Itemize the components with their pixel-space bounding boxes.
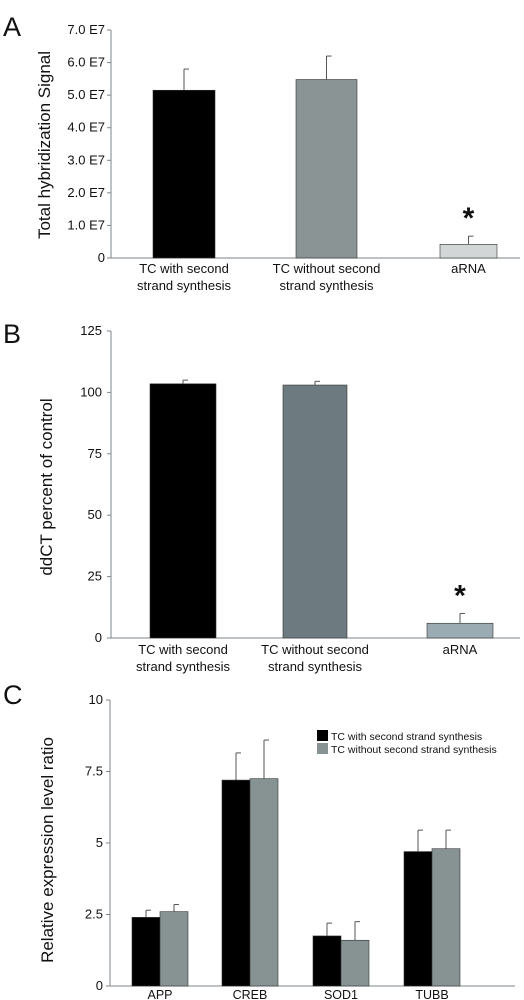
panel-b-bar — [282, 384, 348, 639]
panel-c-bar-series-2 — [340, 939, 370, 987]
panel-b-bar — [426, 622, 494, 639]
panel-a-bar — [152, 89, 216, 259]
panel-b-bar — [149, 383, 217, 639]
panel-c-bar-series-2 — [431, 848, 461, 987]
panel-c-y-tick-label: 10 — [89, 692, 103, 707]
panel-a-ylabel: Total hybridization Signal — [35, 51, 54, 239]
panel-a-y-tick-label: 6.0 E7 — [67, 55, 105, 70]
panel-b-letter: B — [3, 319, 21, 349]
panel-b-x-label: TC with second — [138, 642, 228, 657]
panel-b-x-labels: TC with second strand synthesis TC without… — [136, 642, 478, 674]
panel-c-bar-series-1 — [131, 917, 161, 987]
panel-a: A Total hybridization Signal 0 1.0 E7 2.0 … — [3, 12, 520, 293]
panel-a-x-label: TC without second — [273, 261, 381, 276]
panel-c-y-tick-label: 0 — [96, 978, 103, 993]
panel-a-bars: * — [152, 55, 498, 259]
panel-a-x-label: aRNA — [451, 261, 486, 276]
panel-c-x-label: TUBB — [415, 988, 448, 1000]
panel-c-bar-series-1 — [312, 935, 342, 987]
panel-a-x-label: strand synthesis — [280, 278, 374, 293]
panel-b-y-tick-label: 0 — [95, 630, 102, 645]
panel-a-y-tick-label: 5.0 E7 — [67, 87, 105, 102]
panel-a-y-tick-label: 0 — [98, 250, 105, 265]
panel-c-bar-series-2 — [159, 911, 189, 987]
panel-b-y-tick-label: 25 — [88, 569, 102, 584]
panel-c-bar-series-1 — [221, 779, 251, 987]
panel-c-y-tick-label: 7.5 — [85, 764, 103, 779]
legend-label-series-2: TC without second strand synthesis — [331, 744, 497, 756]
panel-b-significance-star: * — [454, 579, 466, 612]
panel-b-x-label: TC without second — [261, 642, 369, 657]
panel-a-bar — [295, 79, 358, 259]
panel-c: C Relative expression level ratio 0 2.5 5 7… — [3, 680, 515, 1000]
panel-c-x-label: CREB — [233, 988, 268, 1000]
panel-c-legend: TC with second strand synthesis TC witho… — [317, 730, 497, 756]
panel-c-bar-series-1 — [403, 851, 433, 987]
panel-a-y-tick-label: 7.0 E7 — [67, 22, 105, 37]
panel-b-y-tick-label: 75 — [88, 446, 102, 461]
panel-a-x-labels: TC with second strand synthesis TC without… — [137, 261, 486, 293]
panel-a-bar — [439, 244, 498, 259]
panel-c-y-ticks: 0 2.5 5 7.5 10 — [85, 692, 110, 993]
panel-c-ylabel: Relative expression level ratio — [38, 737, 57, 963]
panel-a-y-tick-label: 3.0 E7 — [67, 152, 105, 167]
panel-c-x-label: SOD1 — [324, 988, 358, 1000]
panel-b-y-tick-label: 100 — [80, 384, 102, 399]
panel-a-y-tick-label: 1.0 E7 — [67, 217, 105, 232]
panel-b-x-label: strand synthesis — [268, 659, 362, 674]
panel-a-y-tick-label: 2.0 E7 — [67, 185, 105, 200]
legend-swatch-series-2 — [317, 743, 328, 754]
panel-a-y-ticks: 0 1.0 E7 2.0 E7 3.0 E7 4.0 E7 5.0 E7 6.0 E7 7.0… — [67, 22, 111, 265]
panel-a-x-label: strand synthesis — [137, 278, 231, 293]
panel-c-y-tick-label: 5 — [96, 835, 103, 850]
panel-b: B ddCT percent of control 0255075100125 … — [3, 319, 520, 674]
panel-b-ylabel: ddCT percent of control — [37, 398, 56, 575]
legend-label-series-1: TC with second strand synthesis — [331, 731, 482, 743]
panel-b-y-tick-label: 125 — [80, 323, 102, 338]
panel-a-significance-star: * — [463, 202, 475, 235]
panel-c-x-label: APP — [147, 988, 172, 1000]
panel-b-x-label: strand synthesis — [136, 659, 230, 674]
panel-c-y-tick-label: 2.5 — [85, 907, 103, 922]
panel-b-x-label: aRNA — [443, 642, 478, 657]
panel-c-bar-series-2 — [249, 778, 279, 987]
panel-a-letter: A — [3, 12, 21, 42]
panel-b-bars: * — [149, 379, 494, 639]
panel-c-bars — [131, 739, 461, 987]
panel-b-y-tick-label: 50 — [88, 507, 102, 522]
panel-b-y-ticks: 0 25 50 75 100 125 — [80, 323, 111, 645]
panel-a-y-tick-label: 4.0 E7 — [67, 120, 105, 135]
panel-a-x-label: TC with second — [139, 261, 229, 276]
panel-c-x-labels: APP CREB SOD1 TUBB — [147, 988, 448, 1000]
legend-swatch-series-1 — [317, 730, 328, 741]
panel-c-letter: C — [3, 680, 23, 710]
